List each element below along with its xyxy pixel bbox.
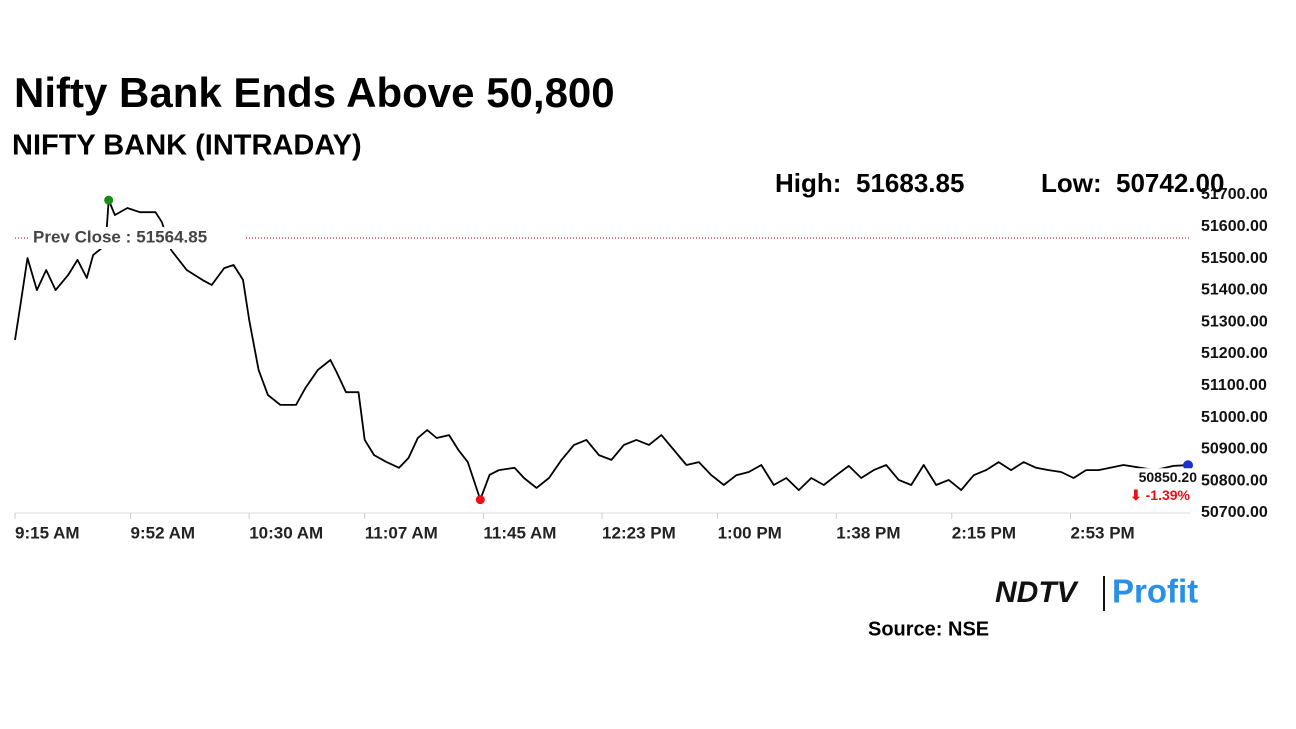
chart-title: Nifty Bank Ends Above 50,800 [14, 69, 615, 116]
y-tick-label: 51300.00 [1201, 313, 1268, 330]
brand-profit: Profit [1112, 573, 1198, 610]
x-tick-label: 1:00 PM [718, 523, 782, 542]
low-marker [475, 495, 485, 505]
y-tick-label: 50800.00 [1201, 472, 1268, 489]
last-value-label: 50850.20 [1139, 469, 1198, 485]
y-tick-label: 50700.00 [1201, 504, 1268, 521]
high-marker [104, 195, 114, 205]
brand-ndtv: NDTV [995, 576, 1080, 609]
x-tick-label: 10:30 AM [249, 523, 323, 542]
x-tick-label: 12:23 PM [602, 523, 676, 542]
y-tick-label: 51000.00 [1201, 409, 1268, 426]
x-tick-label: 1:38 PM [836, 523, 900, 542]
x-tick-label: 9:52 AM [131, 523, 196, 542]
low-value: 50742.00 [1116, 168, 1224, 198]
x-tick-label: 9:15 AM [15, 523, 80, 542]
y-tick-label: 51600.00 [1201, 218, 1268, 235]
y-tick-label: 51400.00 [1201, 282, 1268, 299]
x-tick-label: 2:15 PM [952, 523, 1016, 542]
last-marker [1183, 460, 1193, 471]
chart-subtitle: NIFTY BANK (INTRADAY) [12, 130, 362, 162]
y-tick-label: 51100.00 [1201, 377, 1267, 394]
x-tick-label: 11:07 AM [365, 523, 438, 542]
source: Source: NSE [868, 618, 989, 640]
last-label-bg [1123, 468, 1193, 507]
x-tick-label: 11:45 AM [483, 523, 556, 542]
prev-close-value: 51564.85 [136, 227, 207, 246]
prev-close-label-bg [28, 226, 244, 249]
y-tick-label: 51700.00 [1201, 186, 1268, 203]
x-tick-label: 2:53 PM [1070, 523, 1134, 542]
high-label: High: [775, 168, 841, 198]
high-value: 51683.85 [856, 168, 964, 198]
y-tick-label: 51500.00 [1201, 250, 1268, 267]
y-tick-label: 50900.00 [1201, 441, 1268, 458]
prev-close-label: Prev Close : [33, 227, 131, 246]
low-label: Low: [1041, 168, 1102, 198]
y-tick-label: 51200.00 [1201, 345, 1268, 362]
last-change-label: ⬇ -1.39% [1130, 487, 1191, 503]
